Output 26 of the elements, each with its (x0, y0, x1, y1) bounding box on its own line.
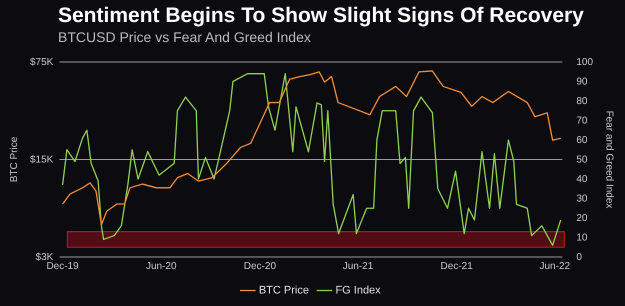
x-tick-label: Dec-21 (440, 260, 474, 272)
x-tick-label: Jun-22 (539, 260, 570, 272)
y-tick-label: $3K (36, 252, 54, 263)
x-tick-label: Dec-20 (244, 260, 276, 272)
y-tick-label: $75K (30, 56, 54, 68)
y2-tick-label: 0 (576, 252, 582, 263)
chart-title: Sentiment Begins To Show Slight Signs Of Recovery (58, 4, 584, 28)
legend-label: BTC Price (258, 284, 309, 297)
y2-tick-label: 30 (576, 193, 588, 204)
y2-tick-label: 70 (576, 115, 588, 126)
y-tick-label: $15K (30, 154, 54, 166)
y-axis-title: BTC Price (8, 136, 20, 182)
y2-tick-label: 80 (576, 96, 588, 107)
y2-tick-label: 100 (576, 56, 594, 68)
y2-tick-label: 40 (576, 174, 588, 185)
y2-tick-label: 90 (576, 76, 588, 88)
y2-axis-title: Fear and Greed Index (603, 110, 614, 208)
y2-tick-label: 10 (576, 232, 588, 244)
y2-tick-label: 50 (576, 154, 588, 166)
legend-label: FG Index (335, 284, 382, 297)
x-tick-label: Dec-19 (46, 260, 80, 272)
x-tick-label: Jun-20 (146, 260, 177, 272)
x-tick-label: Jun-21 (342, 260, 374, 272)
y2-tick-label: 60 (576, 134, 588, 146)
chart-subtitle: BTCUSD Price vs Fear And Greed Index (58, 29, 312, 45)
y2-tick-label: 20 (576, 212, 588, 224)
